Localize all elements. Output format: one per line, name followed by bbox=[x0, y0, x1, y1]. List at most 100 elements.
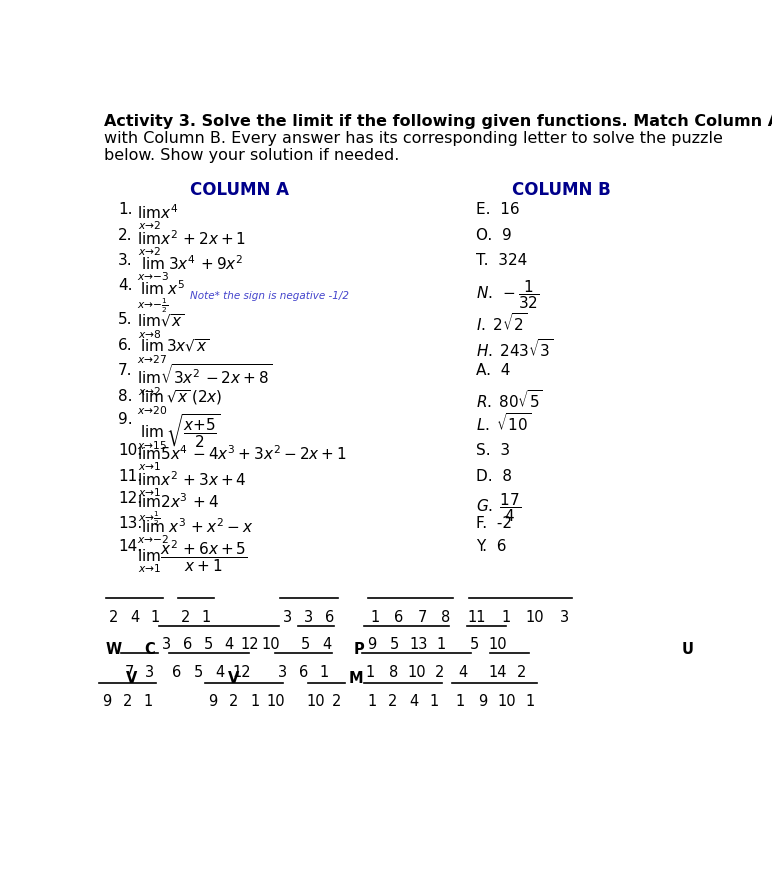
Text: 4: 4 bbox=[215, 665, 225, 680]
Text: Activity 3. Solve the limit if the following given functions. Match Column A: Activity 3. Solve the limit if the follo… bbox=[104, 114, 772, 129]
Text: 10.: 10. bbox=[118, 443, 142, 458]
Text: E.  16: E. 16 bbox=[476, 202, 520, 217]
Text: 4.: 4. bbox=[118, 278, 133, 293]
Text: 10: 10 bbox=[489, 638, 507, 653]
Text: $\lim_{x\to -3} 3x^4 + 9x^2$: $\lim_{x\to -3} 3x^4 + 9x^2$ bbox=[137, 253, 243, 283]
Text: 9: 9 bbox=[479, 694, 488, 709]
Text: COLUMN B: COLUMN B bbox=[512, 181, 611, 200]
Text: V: V bbox=[229, 671, 239, 686]
Text: 3: 3 bbox=[278, 665, 287, 680]
Text: 6.: 6. bbox=[118, 337, 133, 352]
Text: 4: 4 bbox=[130, 609, 139, 624]
Text: $\lim_{x\to -\frac{1}{2}} x^5$: $\lim_{x\to -\frac{1}{2}} x^5$ bbox=[137, 278, 185, 315]
Text: $\lim_{x\to 1} 5x^4 - 4x^3 + 3x^2 - 2x + 1$: $\lim_{x\to 1} 5x^4 - 4x^3 + 3x^2 - 2x +… bbox=[137, 443, 347, 473]
Text: $L.\; \sqrt{10}$: $L.\; \sqrt{10}$ bbox=[476, 412, 531, 434]
Text: 3.: 3. bbox=[118, 253, 133, 268]
Text: 9: 9 bbox=[208, 694, 218, 709]
Text: 4: 4 bbox=[322, 638, 331, 653]
Text: 10: 10 bbox=[262, 638, 280, 653]
Text: 3: 3 bbox=[145, 665, 154, 680]
Text: Note* the sign is negative -1/2: Note* the sign is negative -1/2 bbox=[189, 291, 348, 301]
Text: 8.: 8. bbox=[118, 389, 133, 404]
Text: below. Show your solution if needed.: below. Show your solution if needed. bbox=[104, 147, 400, 162]
Text: 5: 5 bbox=[470, 638, 479, 653]
Text: $\lim_{x\to 15}\sqrt{\dfrac{x+5}{2}}$: $\lim_{x\to 15}\sqrt{\dfrac{x+5}{2}}$ bbox=[137, 412, 220, 451]
Text: 1: 1 bbox=[320, 665, 329, 680]
Text: 1: 1 bbox=[525, 694, 534, 709]
Text: 4: 4 bbox=[225, 638, 234, 653]
Text: $R.\; 80\sqrt{5}$: $R.\; 80\sqrt{5}$ bbox=[476, 389, 543, 411]
Text: 12.: 12. bbox=[118, 491, 142, 506]
Text: $G.\; \dfrac{17}{4}$: $G.\; \dfrac{17}{4}$ bbox=[476, 491, 521, 524]
Text: 2: 2 bbox=[229, 694, 239, 709]
Text: $\lim_{x\to -2} x^3 + x^2 - x$: $\lim_{x\to -2} x^3 + x^2 - x$ bbox=[137, 517, 253, 547]
Text: 6: 6 bbox=[171, 665, 181, 680]
Text: 10: 10 bbox=[408, 665, 426, 680]
Text: 5.: 5. bbox=[118, 313, 133, 328]
Text: $\lim_{x\to 1} x^2 + 3x + 4$: $\lim_{x\to 1} x^2 + 3x + 4$ bbox=[137, 469, 246, 499]
Text: 3: 3 bbox=[560, 609, 569, 624]
Text: $\lim_{x\to 8} \sqrt{x}$: $\lim_{x\to 8} \sqrt{x}$ bbox=[137, 313, 185, 341]
Text: 1: 1 bbox=[455, 694, 465, 709]
Text: 5: 5 bbox=[301, 638, 310, 653]
Text: F.  -2: F. -2 bbox=[476, 517, 513, 532]
Text: $\lim_{x\to \frac{1}{2}} 2x^3 + 4$: $\lim_{x\to \frac{1}{2}} 2x^3 + 4$ bbox=[137, 491, 218, 528]
Text: W: W bbox=[106, 642, 122, 657]
Text: 6: 6 bbox=[182, 638, 191, 653]
Text: C: C bbox=[144, 642, 155, 657]
Text: 9.: 9. bbox=[118, 412, 133, 427]
Text: 1: 1 bbox=[202, 609, 212, 624]
Text: 1: 1 bbox=[367, 694, 376, 709]
Text: 1: 1 bbox=[151, 609, 160, 624]
Text: with Column B. Every answer has its corresponding letter to solve the puzzle: with Column B. Every answer has its corr… bbox=[104, 131, 723, 146]
Text: 14.: 14. bbox=[118, 539, 142, 554]
Text: 1: 1 bbox=[437, 638, 446, 653]
Text: D.  8: D. 8 bbox=[476, 469, 513, 484]
Text: 10: 10 bbox=[526, 609, 544, 624]
Text: 2: 2 bbox=[181, 609, 191, 624]
Text: 12: 12 bbox=[232, 665, 251, 680]
Text: 9: 9 bbox=[367, 638, 376, 653]
Text: 2: 2 bbox=[332, 694, 341, 709]
Text: 7: 7 bbox=[124, 665, 134, 680]
Text: 14: 14 bbox=[489, 665, 507, 680]
Text: V: V bbox=[126, 671, 137, 686]
Text: S.  3: S. 3 bbox=[476, 443, 510, 458]
Text: 7.: 7. bbox=[118, 363, 133, 378]
Text: 5: 5 bbox=[391, 638, 399, 653]
Text: 4: 4 bbox=[459, 665, 468, 680]
Text: 5: 5 bbox=[204, 638, 213, 653]
Text: Y.  6: Y. 6 bbox=[476, 539, 506, 554]
Text: 7: 7 bbox=[418, 609, 427, 624]
Text: 1: 1 bbox=[365, 665, 374, 680]
Text: $\lim_{x\to 27} 3x\sqrt{x}$: $\lim_{x\to 27} 3x\sqrt{x}$ bbox=[137, 337, 209, 366]
Text: 1: 1 bbox=[501, 609, 510, 624]
Text: $\lim_{x\to 2} x^4$: $\lim_{x\to 2} x^4$ bbox=[137, 202, 178, 232]
Text: 2: 2 bbox=[388, 694, 398, 709]
Text: 3: 3 bbox=[161, 638, 171, 653]
Text: $H.\; 243\sqrt{3}$: $H.\; 243\sqrt{3}$ bbox=[476, 337, 554, 359]
Text: 8: 8 bbox=[388, 665, 398, 680]
Text: 4: 4 bbox=[409, 694, 418, 709]
Text: M: M bbox=[348, 671, 363, 686]
Text: $\lim_{x\to 20} \sqrt{x}\,(2x)$: $\lim_{x\to 20} \sqrt{x}\,(2x)$ bbox=[137, 389, 222, 417]
Text: P: P bbox=[354, 642, 364, 657]
Text: 13.: 13. bbox=[118, 517, 143, 532]
Text: 6: 6 bbox=[394, 609, 404, 624]
Text: 1: 1 bbox=[430, 694, 439, 709]
Text: T.  324: T. 324 bbox=[476, 253, 527, 268]
Text: $N.\; -\dfrac{1}{32}$: $N.\; -\dfrac{1}{32}$ bbox=[476, 278, 540, 311]
Text: 2.: 2. bbox=[118, 228, 133, 243]
Text: $\lim_{x\to 1}\dfrac{x^2+6x+5}{x+1}$: $\lim_{x\to 1}\dfrac{x^2+6x+5}{x+1}$ bbox=[137, 539, 248, 576]
Text: 11: 11 bbox=[467, 609, 486, 624]
Text: $\lim_{x\to 2} x^2 + 2x + 1$: $\lim_{x\to 2} x^2 + 2x + 1$ bbox=[137, 228, 246, 258]
Text: 10: 10 bbox=[306, 694, 325, 709]
Text: 11.: 11. bbox=[118, 469, 142, 484]
Text: O.  9: O. 9 bbox=[476, 228, 512, 243]
Text: COLUMN A: COLUMN A bbox=[191, 181, 290, 200]
Text: U: U bbox=[682, 642, 693, 657]
Text: 3: 3 bbox=[283, 609, 293, 624]
Text: 1: 1 bbox=[371, 609, 380, 624]
Text: 10: 10 bbox=[266, 694, 285, 709]
Text: 2: 2 bbox=[516, 665, 526, 680]
